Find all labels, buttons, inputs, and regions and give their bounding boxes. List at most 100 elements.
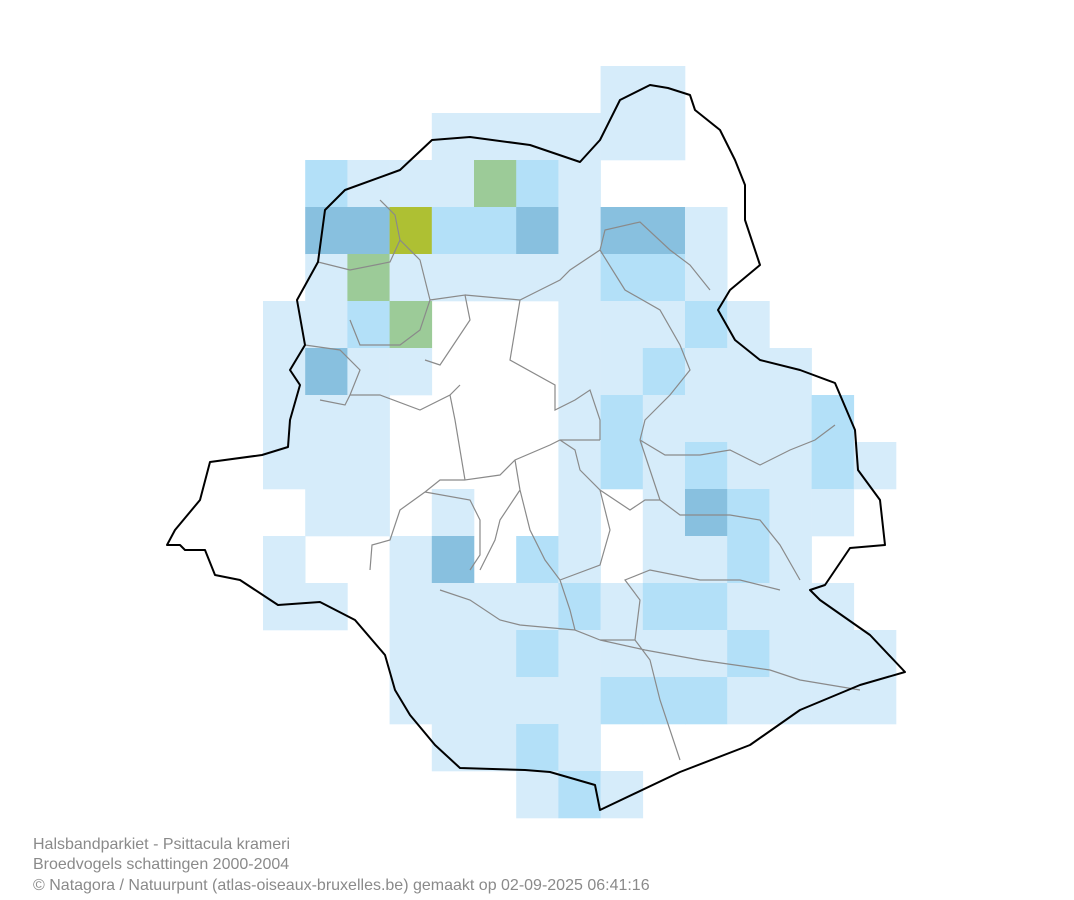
grid-cell — [727, 583, 770, 631]
grid-cell — [600, 113, 644, 161]
grid-cell — [558, 630, 601, 678]
grid-cell — [642, 677, 686, 725]
grid-cell — [305, 254, 348, 302]
grid-cell — [516, 160, 559, 208]
grid-cell — [685, 348, 728, 396]
grid-cell — [558, 677, 601, 725]
grid-cell — [600, 442, 644, 490]
grid-cell — [769, 489, 812, 537]
grid-cell — [600, 583, 644, 631]
grid-cell — [347, 254, 390, 302]
grid-cell — [305, 395, 348, 443]
grid-cell — [727, 536, 770, 584]
grid-cell — [347, 160, 390, 208]
grid-cell — [727, 395, 770, 443]
grid-cell — [516, 254, 559, 302]
grid-cell — [516, 536, 559, 584]
grid-cell — [389, 207, 433, 255]
grid-cell — [600, 66, 644, 114]
grid-cell — [305, 348, 348, 396]
grid-cell — [642, 489, 686, 537]
grid-cell — [853, 630, 897, 678]
grid-cell — [558, 254, 601, 302]
caption-line: Broedvogels schattingen 2000-2004 — [33, 856, 289, 873]
grid-cell — [642, 254, 686, 302]
grid-cell — [474, 677, 517, 725]
grid-cell — [389, 536, 433, 584]
grid-cell — [685, 583, 728, 631]
grid-cell — [347, 489, 390, 537]
grid-cell — [727, 630, 770, 678]
grid-cell — [769, 630, 812, 678]
caption-line: © Natagora / Natuurpunt (atlas-oiseaux-b… — [33, 877, 650, 894]
grid-cell — [685, 630, 728, 678]
grid-cell — [305, 489, 348, 537]
grid-cell — [558, 207, 601, 255]
grid-cell — [685, 442, 728, 490]
grid-cell — [600, 630, 644, 678]
grid-cell — [305, 442, 348, 490]
grid-cell — [685, 489, 728, 537]
grid-cell — [558, 771, 601, 819]
grid-cell — [600, 677, 644, 725]
grid-cell — [685, 254, 728, 302]
grid-cell — [600, 348, 644, 396]
grid-cell — [347, 207, 390, 255]
grid-cells — [263, 66, 897, 819]
grid-cell — [474, 254, 517, 302]
grid-cell — [431, 489, 475, 537]
grid-cell — [516, 724, 559, 772]
grid-cell — [474, 160, 517, 208]
grid-cell — [516, 207, 559, 255]
grid-cell — [811, 630, 855, 678]
grid-cell — [474, 207, 517, 255]
grid-cell — [727, 348, 770, 396]
grid-cell — [558, 489, 601, 537]
grid-cell — [431, 677, 475, 725]
grid-cell — [305, 301, 348, 349]
grid-cell — [727, 489, 770, 537]
grid-cell — [305, 583, 348, 631]
grid-cell — [347, 442, 390, 490]
commune-borders — [304, 199, 861, 761]
grid-cell — [853, 442, 897, 490]
grid-cell — [685, 207, 728, 255]
grid-cell — [811, 442, 855, 490]
grid-cell — [558, 536, 601, 584]
grid-cell — [558, 113, 601, 161]
grid-cell — [431, 160, 475, 208]
grid-cell — [600, 301, 644, 349]
grid-cell — [516, 583, 559, 631]
grid-cell — [389, 583, 433, 631]
grid-cell — [558, 442, 601, 490]
caption-line: Halsbandparkiet - Psittacula krameri — [33, 836, 290, 853]
grid-cell — [600, 207, 644, 255]
grid-cell — [347, 395, 390, 443]
grid-cell — [727, 442, 770, 490]
region-outline — [166, 84, 906, 811]
grid-cell — [642, 66, 686, 114]
grid-cell — [558, 724, 601, 772]
grid-cell — [558, 348, 601, 396]
grid-cell — [811, 583, 855, 631]
grid-cell — [389, 630, 433, 678]
commune-border — [304, 199, 861, 761]
grid-cell — [600, 395, 644, 443]
grid-cell — [642, 113, 686, 161]
grid-cell — [642, 348, 686, 396]
grid-cell — [431, 630, 475, 678]
grid-cell — [685, 395, 728, 443]
grid-cell — [600, 771, 644, 819]
grid-cell — [431, 583, 475, 631]
grid-cell — [642, 395, 686, 443]
grid-cell — [389, 348, 433, 396]
grid-cell — [263, 583, 306, 631]
grid-cell — [389, 160, 433, 208]
grid-cell — [474, 630, 517, 678]
grid-cell — [389, 254, 433, 302]
grid-cell — [811, 677, 855, 725]
grid-cell — [389, 301, 433, 349]
grid-cell — [685, 677, 728, 725]
grid-cell — [347, 301, 390, 349]
